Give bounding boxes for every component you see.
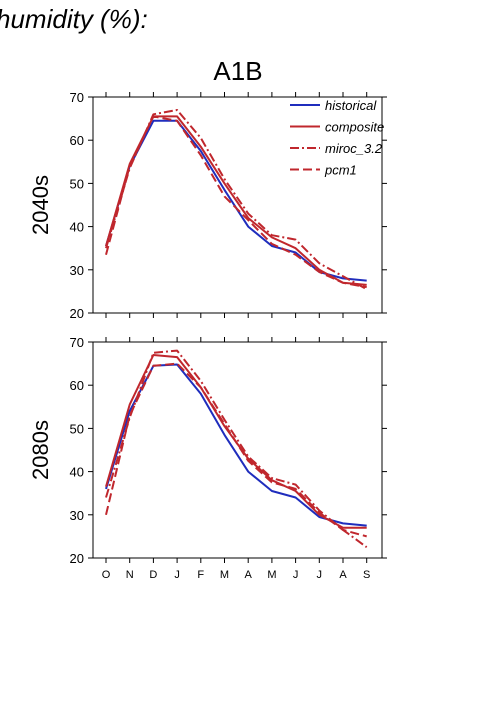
figure-title: humidity (%): <box>0 4 148 34</box>
y-tick-label: 30 <box>70 263 84 278</box>
y-tick-label: 40 <box>70 220 84 235</box>
series-line-historical <box>105 363 367 527</box>
y-tick-label: 20 <box>70 306 84 321</box>
x-tick-label: J <box>317 569 323 581</box>
y-tick-label: 40 <box>70 465 84 480</box>
series-line-pcm1 <box>105 115 367 289</box>
panel-2040s: 20 30 40 50 60 70 2040s historical composite miro… <box>28 90 387 321</box>
y-tick-label: 70 <box>70 90 84 105</box>
legend-label: miroc_3.2 <box>325 141 383 156</box>
x-tick-label: M <box>267 569 276 581</box>
y-tick-label: 30 <box>70 508 84 523</box>
x-tick-label: S <box>363 569 370 581</box>
legend-label: historical <box>325 98 377 113</box>
y-tick-label: 20 <box>70 551 84 566</box>
x-tick-label: J <box>174 569 180 581</box>
y-tick-label: 70 <box>70 335 84 350</box>
scenario-title: A1B <box>213 56 262 86</box>
x-tick-label: O <box>102 569 111 581</box>
y-tick-label: 60 <box>70 378 84 393</box>
x-tick-label: D <box>149 569 157 581</box>
series-line-pcm1 <box>105 362 367 538</box>
x-tick-label: M <box>220 569 229 581</box>
legend-label: composite <box>325 120 384 135</box>
x-tick-label: A <box>245 569 253 581</box>
panel-label: 2040s <box>28 175 53 235</box>
panel-2080s: 20 30 40 50 60 70 O N D J F M A M J J A S 2080s <box>28 335 387 581</box>
legend-label: pcm1 <box>324 163 357 178</box>
y-tick-label: 50 <box>70 421 84 436</box>
y-tick-label: 60 <box>70 133 84 148</box>
panel-label: 2080s <box>28 420 53 480</box>
plot-frame <box>92 96 383 314</box>
x-tick-label: A <box>339 569 347 581</box>
y-tick-label: 50 <box>70 176 84 191</box>
x-tick-label: F <box>197 569 204 581</box>
plot-frame <box>92 341 383 559</box>
series-line-miroc-3-2 <box>105 349 368 549</box>
x-tick-label: N <box>126 569 134 581</box>
x-tick-label: J <box>293 569 299 581</box>
legend: historical composite miroc_3.2 pcm1 <box>290 98 384 178</box>
